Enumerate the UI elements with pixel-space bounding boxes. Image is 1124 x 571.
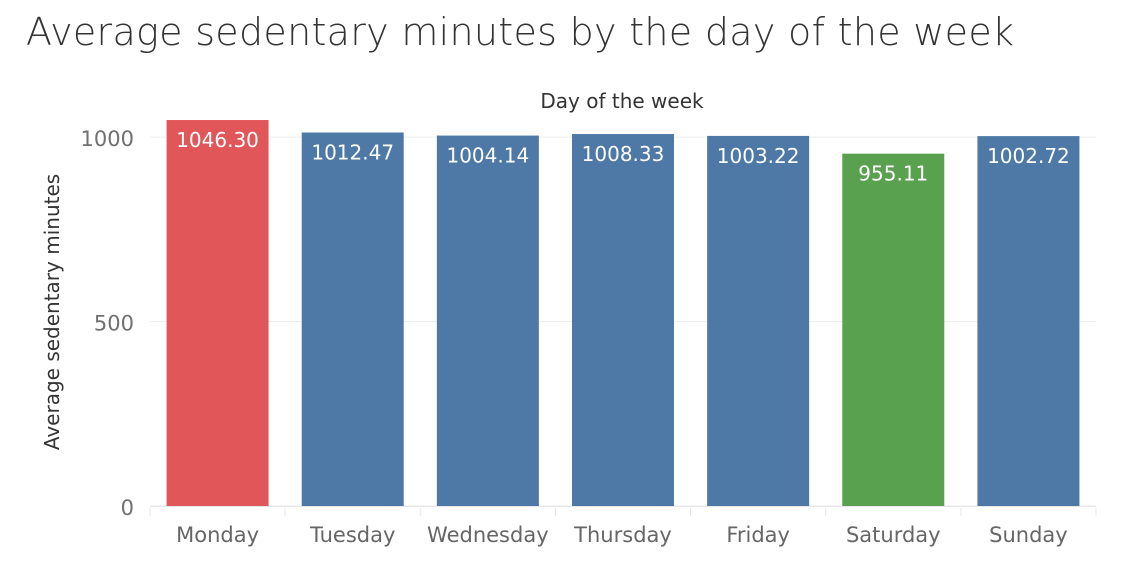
bar-wednesday[interactable] xyxy=(436,135,539,506)
y-axis-title: Average sedentary minutes xyxy=(40,174,64,450)
data-labels: 1046.30 1012.47 1004.14 1008.33 1003.22 955.1… xyxy=(176,128,1070,186)
y-tick-label: 1000 xyxy=(81,127,134,151)
data-label: 1003.22 xyxy=(717,144,800,168)
data-label: 1004.14 xyxy=(446,144,529,168)
x-category-label: Tuesday xyxy=(309,523,395,547)
x-category-label: Sunday xyxy=(989,523,1068,547)
bar-saturday[interactable] xyxy=(842,153,945,507)
data-label: 1008.33 xyxy=(582,142,665,166)
data-label: 1002.72 xyxy=(987,144,1070,168)
bar-tuesday[interactable] xyxy=(301,132,404,506)
y-tick-label: 500 xyxy=(94,312,134,336)
bar-thursday[interactable] xyxy=(572,134,674,506)
bars xyxy=(166,120,1080,507)
bar-friday[interactable] xyxy=(707,135,810,506)
chart-title: Average sedentary minutes by the day of … xyxy=(26,10,1015,54)
y-axis-ticks: 0 500 1000 xyxy=(81,127,134,520)
x-category-label: Thursday xyxy=(573,523,672,547)
x-category-label: Wednesday xyxy=(427,523,549,547)
data-label: 1046.30 xyxy=(176,128,259,152)
x-axis-title: Day of the week xyxy=(540,89,704,113)
x-axis-categories: Monday Tuesday Wednesday Thursday Friday Satu… xyxy=(176,523,1068,547)
data-label: 955.11 xyxy=(858,162,928,186)
axes: Day of the week Average sedentary minute… xyxy=(40,89,704,450)
x-category-label: Monday xyxy=(176,523,259,547)
bar-sunday[interactable] xyxy=(977,136,1080,506)
x-category-label: Friday xyxy=(726,523,790,547)
x-category-label: Saturday xyxy=(846,523,941,547)
y-tick-label: 0 xyxy=(121,496,134,520)
data-label: 1012.47 xyxy=(311,140,394,164)
bar-monday[interactable] xyxy=(166,120,269,506)
